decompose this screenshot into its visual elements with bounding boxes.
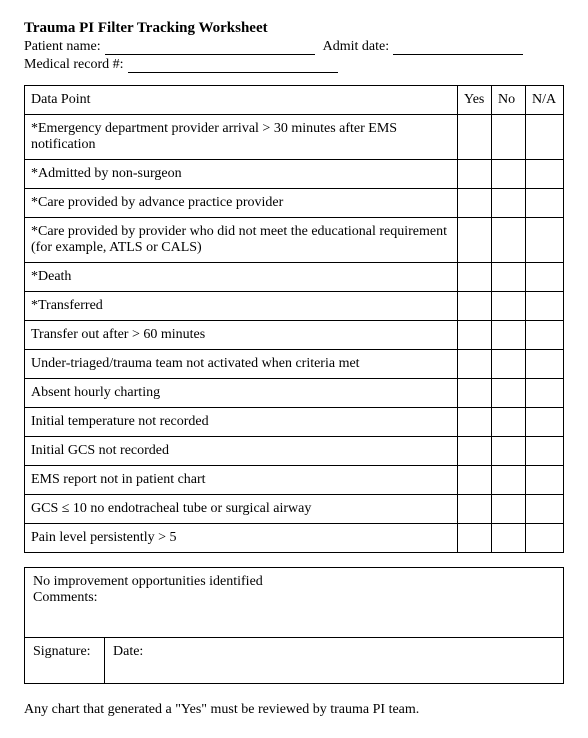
yes-checkbox-cell[interactable] [458, 466, 492, 495]
medical-record-line[interactable] [128, 72, 338, 73]
table-row: Initial GCS not recorded [25, 437, 564, 466]
admit-date-field[interactable]: Admit date: [323, 39, 524, 55]
table-row: *Admitted by non-surgeon [25, 160, 564, 189]
yes-checkbox-cell[interactable] [458, 218, 492, 263]
comments-cell[interactable]: No improvement opportunities identified … [25, 568, 564, 638]
na-checkbox-cell[interactable] [526, 263, 564, 292]
data-point-cell: Pain level persistently > 5 [25, 524, 458, 553]
data-point-cell: Initial GCS not recorded [25, 437, 458, 466]
no-improvement-text: No improvement opportunities identified [33, 574, 555, 590]
data-point-cell: *Death [25, 263, 458, 292]
col-yes: Yes [458, 86, 492, 115]
col-data-point: Data Point [25, 86, 458, 115]
table-row: EMS report not in patient chart [25, 466, 564, 495]
no-checkbox-cell[interactable] [492, 321, 526, 350]
no-checkbox-cell[interactable] [492, 495, 526, 524]
no-checkbox-cell[interactable] [492, 350, 526, 379]
na-checkbox-cell[interactable] [526, 115, 564, 160]
data-point-cell: *Transferred [25, 292, 458, 321]
comments-table: No improvement opportunities identified … [24, 567, 564, 684]
patient-name-line[interactable] [105, 54, 315, 55]
no-checkbox-cell[interactable] [492, 437, 526, 466]
data-point-cell: *Emergency department provider arrival >… [25, 115, 458, 160]
yes-checkbox-cell[interactable] [458, 524, 492, 553]
patient-name-field[interactable]: Patient name: [24, 39, 315, 55]
data-point-cell: Initial temperature not recorded [25, 408, 458, 437]
table-row: *Death [25, 263, 564, 292]
no-checkbox-cell[interactable] [492, 115, 526, 160]
data-point-cell: *Care provided by advance practice provi… [25, 189, 458, 218]
table-row: Absent hourly charting [25, 379, 564, 408]
col-no: No [492, 86, 526, 115]
yes-checkbox-cell[interactable] [458, 189, 492, 218]
yes-checkbox-cell[interactable] [458, 321, 492, 350]
header-line-1: Patient name: Admit date: [24, 39, 564, 55]
data-point-cell: GCS ≤ 10 no endotracheal tube or surgica… [25, 495, 458, 524]
no-checkbox-cell[interactable] [492, 189, 526, 218]
data-point-cell: Under-triaged/trauma team not activated … [25, 350, 458, 379]
date-cell[interactable]: Date: [105, 638, 564, 684]
worksheet-title: Trauma PI Filter Tracking Worksheet [24, 20, 564, 37]
na-checkbox-cell[interactable] [526, 292, 564, 321]
yes-checkbox-cell[interactable] [458, 160, 492, 189]
medical-record-field[interactable]: Medical record #: [24, 57, 338, 73]
na-checkbox-cell[interactable] [526, 408, 564, 437]
admit-date-label: Admit date: [323, 39, 390, 55]
signature-cell[interactable]: Signature: [25, 638, 105, 684]
na-checkbox-cell[interactable] [526, 524, 564, 553]
na-checkbox-cell[interactable] [526, 321, 564, 350]
na-checkbox-cell[interactable] [526, 466, 564, 495]
footnote-text: Any chart that generated a "Yes" must be… [24, 702, 564, 718]
no-checkbox-cell[interactable] [492, 263, 526, 292]
na-checkbox-cell[interactable] [526, 218, 564, 263]
admit-date-line[interactable] [393, 54, 523, 55]
table-row: *Care provided by advance practice provi… [25, 189, 564, 218]
medical-record-label: Medical record #: [24, 57, 124, 73]
no-checkbox-cell[interactable] [492, 292, 526, 321]
yes-checkbox-cell[interactable] [458, 350, 492, 379]
table-row: Under-triaged/trauma team not activated … [25, 350, 564, 379]
yes-checkbox-cell[interactable] [458, 408, 492, 437]
yes-checkbox-cell[interactable] [458, 292, 492, 321]
no-checkbox-cell[interactable] [492, 160, 526, 189]
na-checkbox-cell[interactable] [526, 437, 564, 466]
no-checkbox-cell[interactable] [492, 379, 526, 408]
table-row: Pain level persistently > 5 [25, 524, 564, 553]
data-point-table: Data Point Yes No N/A *Emergency departm… [24, 85, 564, 553]
data-point-cell: *Care provided by provider who did not m… [25, 218, 458, 263]
na-checkbox-cell[interactable] [526, 160, 564, 189]
table-row: *Transferred [25, 292, 564, 321]
na-checkbox-cell[interactable] [526, 379, 564, 408]
no-checkbox-cell[interactable] [492, 524, 526, 553]
data-point-cell: EMS report not in patient chart [25, 466, 458, 495]
no-checkbox-cell[interactable] [492, 466, 526, 495]
header-line-2: Medical record #: [24, 57, 564, 73]
data-point-cell: Transfer out after > 60 minutes [25, 321, 458, 350]
yes-checkbox-cell[interactable] [458, 437, 492, 466]
no-checkbox-cell[interactable] [492, 408, 526, 437]
yes-checkbox-cell[interactable] [458, 263, 492, 292]
na-checkbox-cell[interactable] [526, 189, 564, 218]
patient-name-label: Patient name: [24, 39, 101, 55]
na-checkbox-cell[interactable] [526, 495, 564, 524]
yes-checkbox-cell[interactable] [458, 379, 492, 408]
table-row: GCS ≤ 10 no endotracheal tube or surgica… [25, 495, 564, 524]
data-point-cell: Absent hourly charting [25, 379, 458, 408]
data-point-cell: *Admitted by non-surgeon [25, 160, 458, 189]
table-header-row: Data Point Yes No N/A [25, 86, 564, 115]
yes-checkbox-cell[interactable] [458, 115, 492, 160]
col-na: N/A [526, 86, 564, 115]
no-checkbox-cell[interactable] [492, 218, 526, 263]
table-row: Transfer out after > 60 minutes [25, 321, 564, 350]
na-checkbox-cell[interactable] [526, 350, 564, 379]
comments-label: Comments: [33, 590, 555, 606]
yes-checkbox-cell[interactable] [458, 495, 492, 524]
table-row: Initial temperature not recorded [25, 408, 564, 437]
table-row: *Emergency department provider arrival >… [25, 115, 564, 160]
table-row: *Care provided by provider who did not m… [25, 218, 564, 263]
